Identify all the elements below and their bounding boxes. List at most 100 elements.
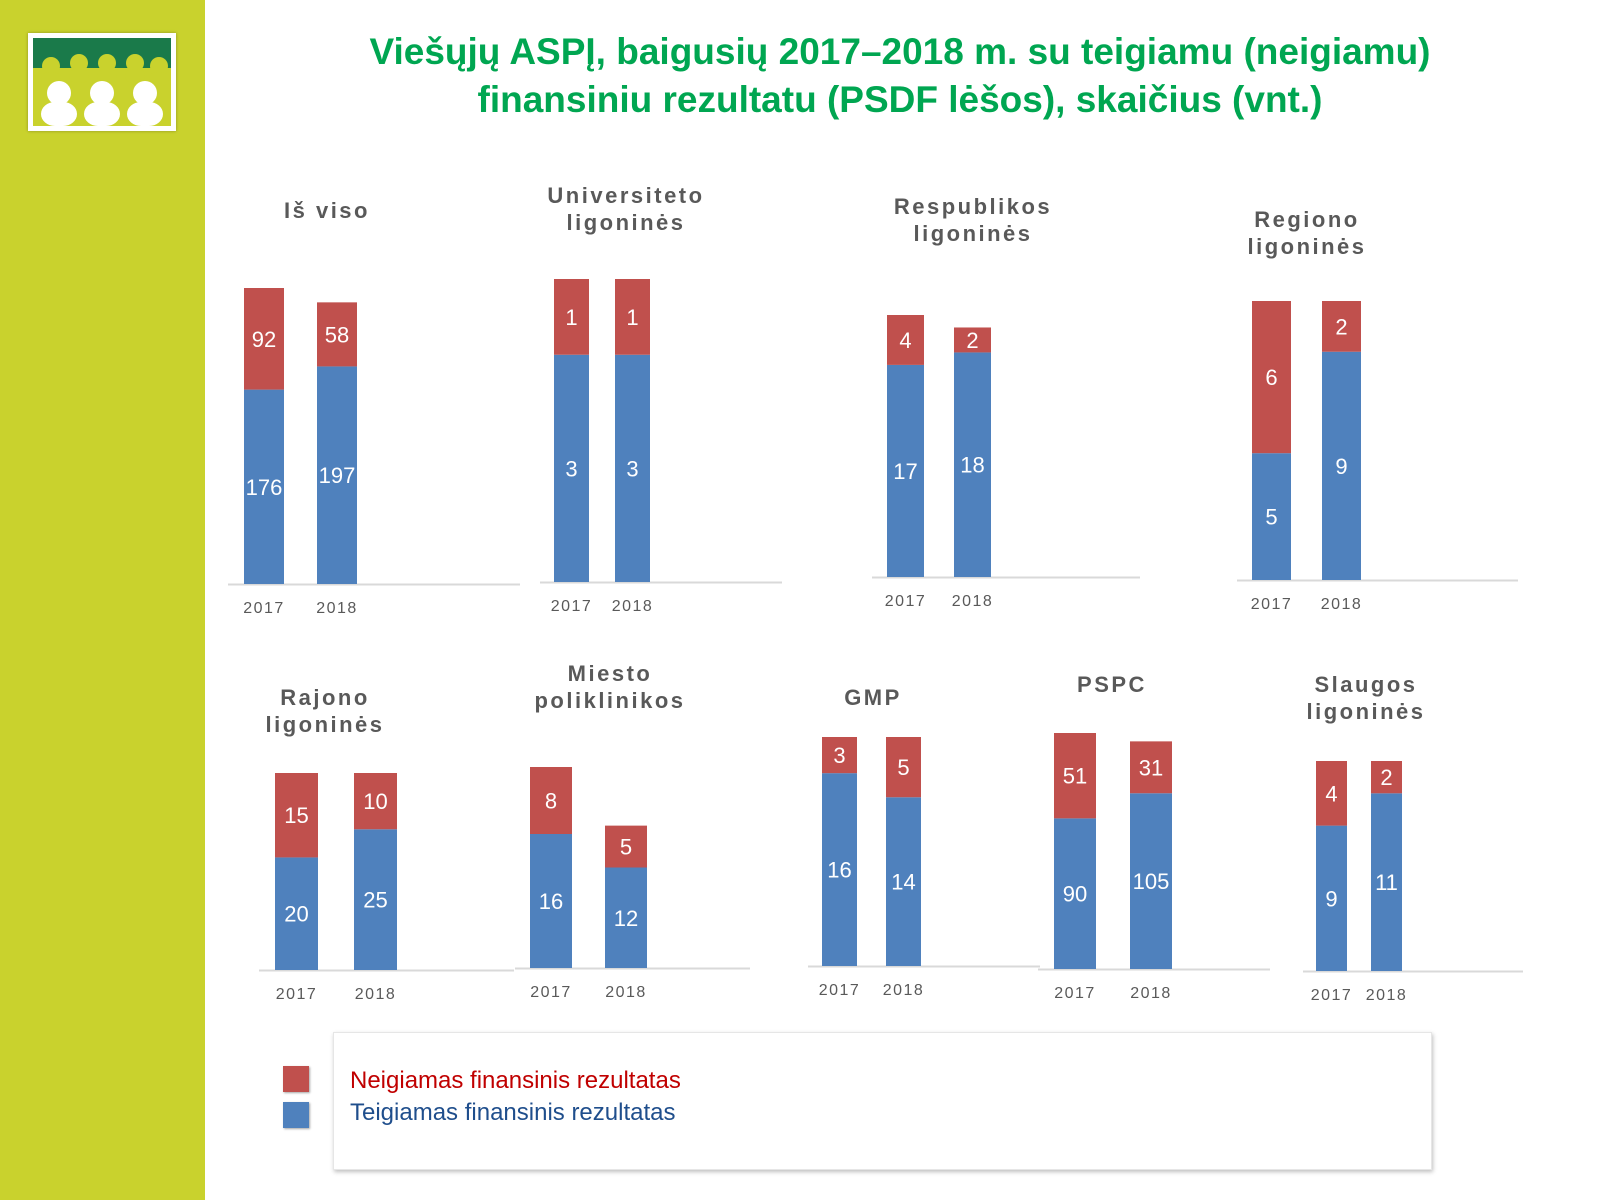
data-label-positive-9-2018: 11 — [1375, 870, 1398, 895]
chart-title-6-line-2: poliklinikos — [534, 688, 685, 713]
organization-logo — [28, 33, 176, 131]
data-label-negative-9-2017: 4 — [1325, 781, 1337, 806]
chart-title-2-line-1: Universiteto — [547, 183, 704, 208]
bar-positive-6-2017 — [530, 834, 572, 968]
bar-negative-7-2017 — [822, 737, 857, 774]
x-tick-label-6-2018: 2018 — [605, 984, 647, 1001]
bar-positive-8-2018 — [1130, 793, 1172, 969]
bar-negative-1-2018 — [317, 302, 357, 367]
bar-positive-2-2017 — [554, 354, 589, 582]
bar-negative-8-2018 — [1130, 741, 1172, 794]
data-label-positive-2-2018: 3 — [626, 456, 638, 481]
data-label-negative-7-2018: 5 — [897, 755, 909, 780]
x-tick-label-3-2017: 2017 — [885, 593, 927, 610]
page-title-line-2: finansiniu rezultatu (PSDF lėšos), skaič… — [477, 79, 1323, 120]
legend-box — [333, 1032, 1432, 1170]
chart-title-9-line-1: Slaugos — [1314, 672, 1417, 697]
bar-negative-4-2018 — [1322, 301, 1361, 352]
chart-title-2-line-2: ligoninės — [566, 210, 685, 235]
bar-positive-1-2017 — [244, 389, 284, 584]
data-label-negative-6-2018: 5 — [620, 835, 632, 860]
chart-title-6-line-1: Miesto — [568, 661, 653, 686]
bar-positive-8-2017 — [1054, 818, 1096, 969]
bar-positive-1-2018 — [317, 366, 357, 584]
chart-title-5-line-2: ligoninės — [265, 712, 384, 737]
data-label-positive-7-2017: 16 — [827, 858, 851, 883]
bar-positive-7-2017 — [822, 773, 857, 966]
data-label-positive-1-2017: 176 — [246, 475, 283, 500]
x-tick-label-7-2018: 2018 — [883, 982, 925, 999]
data-label-positive-6-2018: 12 — [614, 906, 638, 931]
data-label-positive-5-2017: 20 — [284, 902, 308, 927]
data-label-positive-1-2018: 197 — [319, 463, 356, 488]
chart-title-1-line-1: Iš viso — [284, 198, 370, 223]
bar-positive-4-2017 — [1252, 453, 1291, 580]
data-label-positive-6-2017: 16 — [539, 889, 563, 914]
data-label-negative-6-2017: 8 — [545, 789, 557, 814]
data-label-positive-9-2017: 9 — [1325, 886, 1337, 911]
bar-negative-5-2017 — [275, 773, 318, 858]
bar-positive-2-2018 — [615, 354, 650, 582]
data-label-negative-2-2018: 1 — [626, 305, 638, 330]
x-tick-label-2-2018: 2018 — [612, 598, 654, 615]
x-tick-label-3-2018: 2018 — [952, 593, 994, 610]
x-tick-label-8-2017: 2017 — [1054, 985, 1096, 1002]
bar-negative-6-2017 — [530, 767, 572, 834]
data-label-positive-2-2017: 3 — [565, 456, 577, 481]
data-label-negative-2-2017: 1 — [565, 305, 577, 330]
legend-label-negative: Neigiamas finansinis rezultatas — [350, 1067, 681, 1094]
data-label-negative-1-2017: 92 — [252, 327, 276, 352]
data-label-positive-8-2017: 90 — [1063, 882, 1087, 907]
legend-swatch-negative — [283, 1066, 309, 1092]
bar-negative-7-2018 — [886, 737, 921, 798]
bar-positive-7-2018 — [886, 797, 921, 966]
chart-title-9-line-2: ligoninės — [1306, 699, 1425, 724]
legend-label-positive: Teigiamas finansinis rezultatas — [350, 1099, 676, 1126]
bar-positive-5-2018 — [354, 829, 397, 970]
chart-title-7-line-1: GMP — [844, 685, 902, 710]
chart-title-5-line-1: Rajono — [280, 685, 370, 710]
bar-negative-6-2018 — [605, 825, 647, 868]
bar-negative-3-2018 — [954, 327, 991, 353]
bar-positive-9-2017 — [1316, 825, 1347, 971]
x-tick-label-2-2017: 2017 — [551, 598, 593, 615]
data-label-positive-3-2018: 18 — [960, 453, 984, 478]
x-tick-label-4-2018: 2018 — [1321, 596, 1363, 613]
legend-swatch-positive — [283, 1102, 309, 1128]
x-tick-label-8-2018: 2018 — [1130, 985, 1172, 1002]
bar-positive-6-2018 — [605, 867, 647, 968]
data-label-positive-7-2018: 14 — [891, 870, 915, 895]
data-label-positive-8-2018: 105 — [1133, 869, 1170, 894]
bar-negative-9-2017 — [1316, 761, 1347, 826]
x-tick-label-5-2017: 2017 — [276, 986, 318, 1003]
x-tick-label-6-2017: 2017 — [530, 984, 572, 1001]
bar-negative-2-2017 — [554, 279, 589, 355]
data-label-negative-4-2017: 6 — [1265, 365, 1277, 390]
x-tick-label-5-2018: 2018 — [355, 986, 397, 1003]
bar-negative-4-2017 — [1252, 301, 1291, 454]
data-label-negative-5-2018: 10 — [363, 789, 387, 814]
chart-title-3-line-1: Respublikos — [894, 194, 1052, 219]
x-tick-label-9-2017: 2017 — [1311, 987, 1353, 1004]
bar-positive-5-2017 — [275, 857, 318, 970]
data-label-negative-9-2018: 2 — [1380, 765, 1392, 790]
data-label-positive-4-2018: 9 — [1335, 454, 1347, 479]
bar-negative-5-2018 — [354, 773, 397, 830]
bar-negative-2-2018 — [615, 279, 650, 355]
x-tick-label-9-2018: 2018 — [1366, 987, 1408, 1004]
page-title-line-1: Viešųjų ASPĮ, baigusių 2017–2018 m. su t… — [369, 31, 1431, 72]
bar-positive-3-2017 — [887, 364, 924, 577]
chart-title-3-line-2: ligoninės — [913, 221, 1032, 246]
chart-title-4-line-2: ligoninės — [1247, 234, 1366, 259]
data-label-negative-3-2018: 2 — [966, 328, 978, 353]
bar-negative-3-2017 — [887, 315, 924, 365]
bar-negative-1-2017 — [244, 288, 284, 390]
data-label-negative-4-2018: 2 — [1335, 314, 1347, 339]
x-tick-label-1-2018: 2018 — [316, 600, 358, 617]
x-tick-label-1-2017: 2017 — [243, 600, 285, 617]
data-label-negative-8-2018: 31 — [1139, 755, 1163, 780]
data-label-negative-8-2017: 51 — [1063, 764, 1087, 789]
data-label-positive-3-2017: 17 — [893, 459, 917, 484]
x-tick-label-7-2017: 2017 — [819, 982, 861, 999]
